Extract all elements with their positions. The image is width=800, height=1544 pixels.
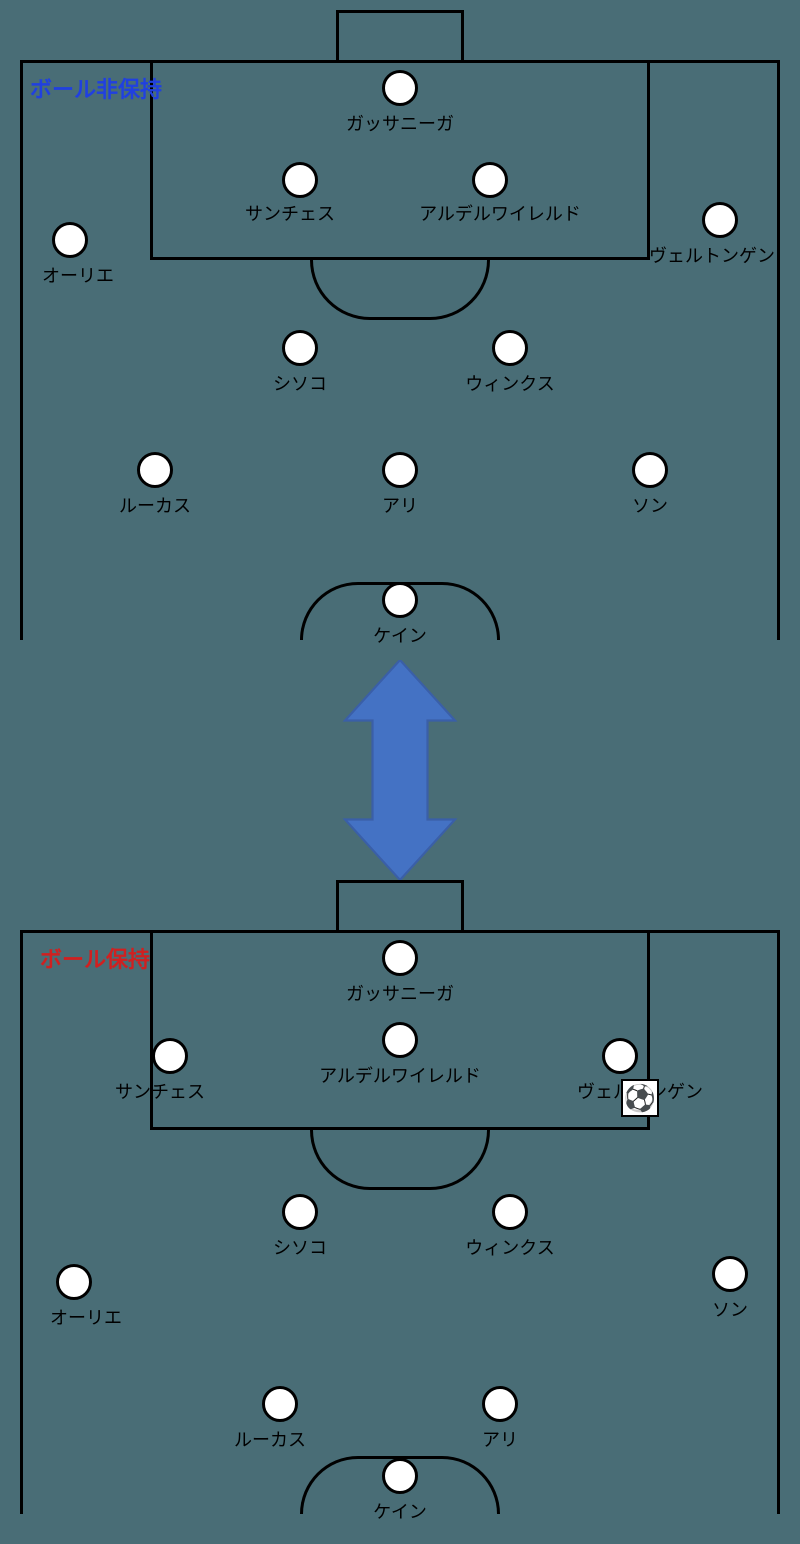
player-marker-sissoko xyxy=(282,1194,318,1230)
formation-title: ボール保持 xyxy=(40,942,150,974)
player-marker-alli xyxy=(382,452,418,488)
player-marker-winks xyxy=(492,330,528,366)
player-label-gazzaniga: ガッサニーガ xyxy=(346,980,454,1006)
player-label-alderweireld: アルデルワイレルド xyxy=(419,200,581,226)
player-label-alderweireld: アルデルワイレルド xyxy=(319,1062,481,1088)
goal-box xyxy=(336,880,464,930)
player-marker-sanchez xyxy=(282,162,318,198)
transition-arrow-icon xyxy=(340,660,460,880)
player-label-lucas: ルーカス xyxy=(234,1426,306,1452)
player-marker-winks xyxy=(492,1194,528,1230)
player-marker-son xyxy=(632,452,668,488)
diagram-canvas: ボール非保持ガッサニーガサンチェスアルデルワイレルドオーリエヴェルトンゲンシソコ… xyxy=(0,0,800,1544)
player-label-son: ソン xyxy=(712,1296,748,1322)
player-label-alli: アリ xyxy=(482,1426,518,1452)
player-label-sanchez: サンチェス xyxy=(115,1078,205,1104)
player-label-gazzaniga: ガッサニーガ xyxy=(346,110,454,136)
player-label-aurier: オーリエ xyxy=(50,1304,122,1330)
player-marker-sanchez xyxy=(152,1038,188,1074)
goal-box xyxy=(336,10,464,60)
player-label-winks: ウィンクス xyxy=(465,1234,554,1260)
player-label-sanchez: サンチェス xyxy=(245,200,335,226)
player-marker-kane xyxy=(382,582,418,618)
player-marker-son xyxy=(712,1256,748,1292)
player-marker-gazzaniga xyxy=(382,70,418,106)
player-marker-vertonghen xyxy=(702,202,738,238)
player-marker-aurier xyxy=(56,1264,92,1300)
player-marker-aurier xyxy=(52,222,88,258)
player-marker-lucas xyxy=(262,1386,298,1422)
player-label-kane: ケイン xyxy=(373,622,427,648)
player-label-alli: アリ xyxy=(382,492,418,518)
player-marker-kane xyxy=(382,1458,418,1494)
player-marker-gazzaniga xyxy=(382,940,418,976)
player-marker-alderweireld xyxy=(382,1022,418,1058)
player-label-son: ソン xyxy=(632,492,668,518)
player-label-aurier: オーリエ xyxy=(42,262,114,288)
player-label-lucas: ルーカス xyxy=(119,492,191,518)
player-label-sissoko: シソコ xyxy=(273,1234,327,1260)
player-marker-vertonghen xyxy=(602,1038,638,1074)
player-label-winks: ウィンクス xyxy=(465,370,554,396)
player-label-sissoko: シソコ xyxy=(273,370,327,396)
player-marker-alderweireld xyxy=(472,162,508,198)
ball-icon: ⚽ xyxy=(621,1079,659,1117)
player-marker-lucas xyxy=(137,452,173,488)
player-marker-alli xyxy=(482,1386,518,1422)
formation-title: ボール非保持 xyxy=(30,72,162,104)
player-label-vertonghen: ヴェルトンゲン xyxy=(649,242,775,268)
player-label-kane: ケイン xyxy=(373,1498,427,1524)
player-marker-sissoko xyxy=(282,330,318,366)
